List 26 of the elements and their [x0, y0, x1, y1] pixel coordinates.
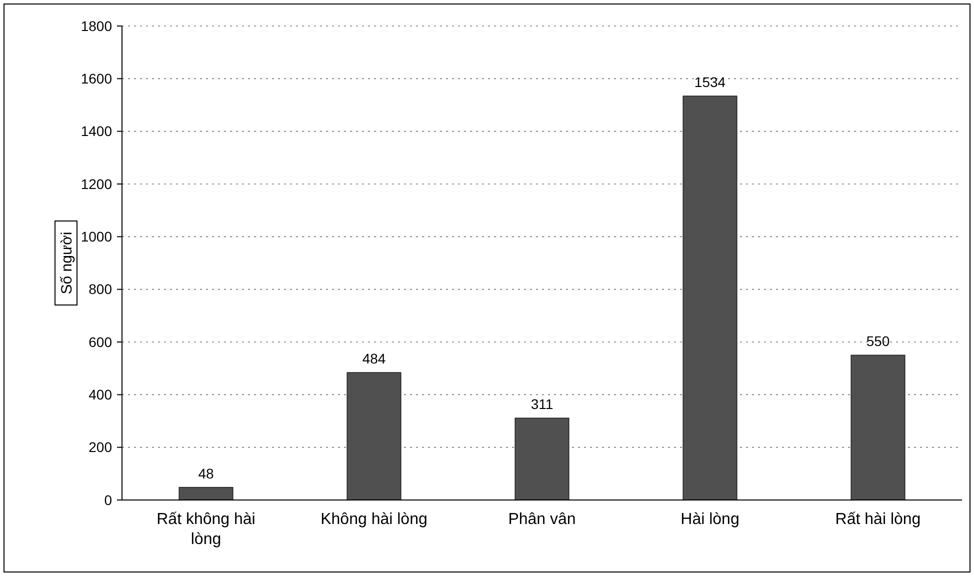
y-tick-label: 1000	[80, 228, 112, 245]
data-label: 1534	[694, 74, 726, 90]
y-tick-label: 200	[88, 439, 112, 456]
bar	[514, 418, 570, 500]
bar	[850, 354, 906, 500]
x-tick-label: Rất hài lòng	[835, 511, 921, 528]
bar	[346, 372, 402, 500]
y-tick-label: 800	[88, 281, 112, 298]
data-label: 48	[198, 465, 214, 482]
y-tick-label: 1200	[80, 176, 112, 192]
y-tick-label: 1600	[80, 70, 112, 87]
y-tick-label: 600	[88, 334, 112, 350]
bar	[178, 486, 234, 500]
y-axis-title: Số người	[58, 232, 76, 294]
data-label: 311	[530, 396, 554, 412]
y-tick-label: 0	[104, 492, 112, 508]
x-tick-label: Không hài lòng	[320, 511, 428, 528]
y-tick-label: 400	[88, 386, 112, 403]
y-tick-label: 1400	[80, 123, 112, 140]
bar	[682, 96, 738, 500]
y-tick-label: 1800	[80, 18, 112, 34]
data-label: 550	[866, 333, 890, 350]
x-tick-label: Hài lòng	[680, 511, 740, 528]
data-label: 484	[362, 350, 386, 367]
x-tick-label: Phân vân	[508, 511, 576, 528]
x-tick-label: Rất không hài lòng	[156, 511, 256, 548]
